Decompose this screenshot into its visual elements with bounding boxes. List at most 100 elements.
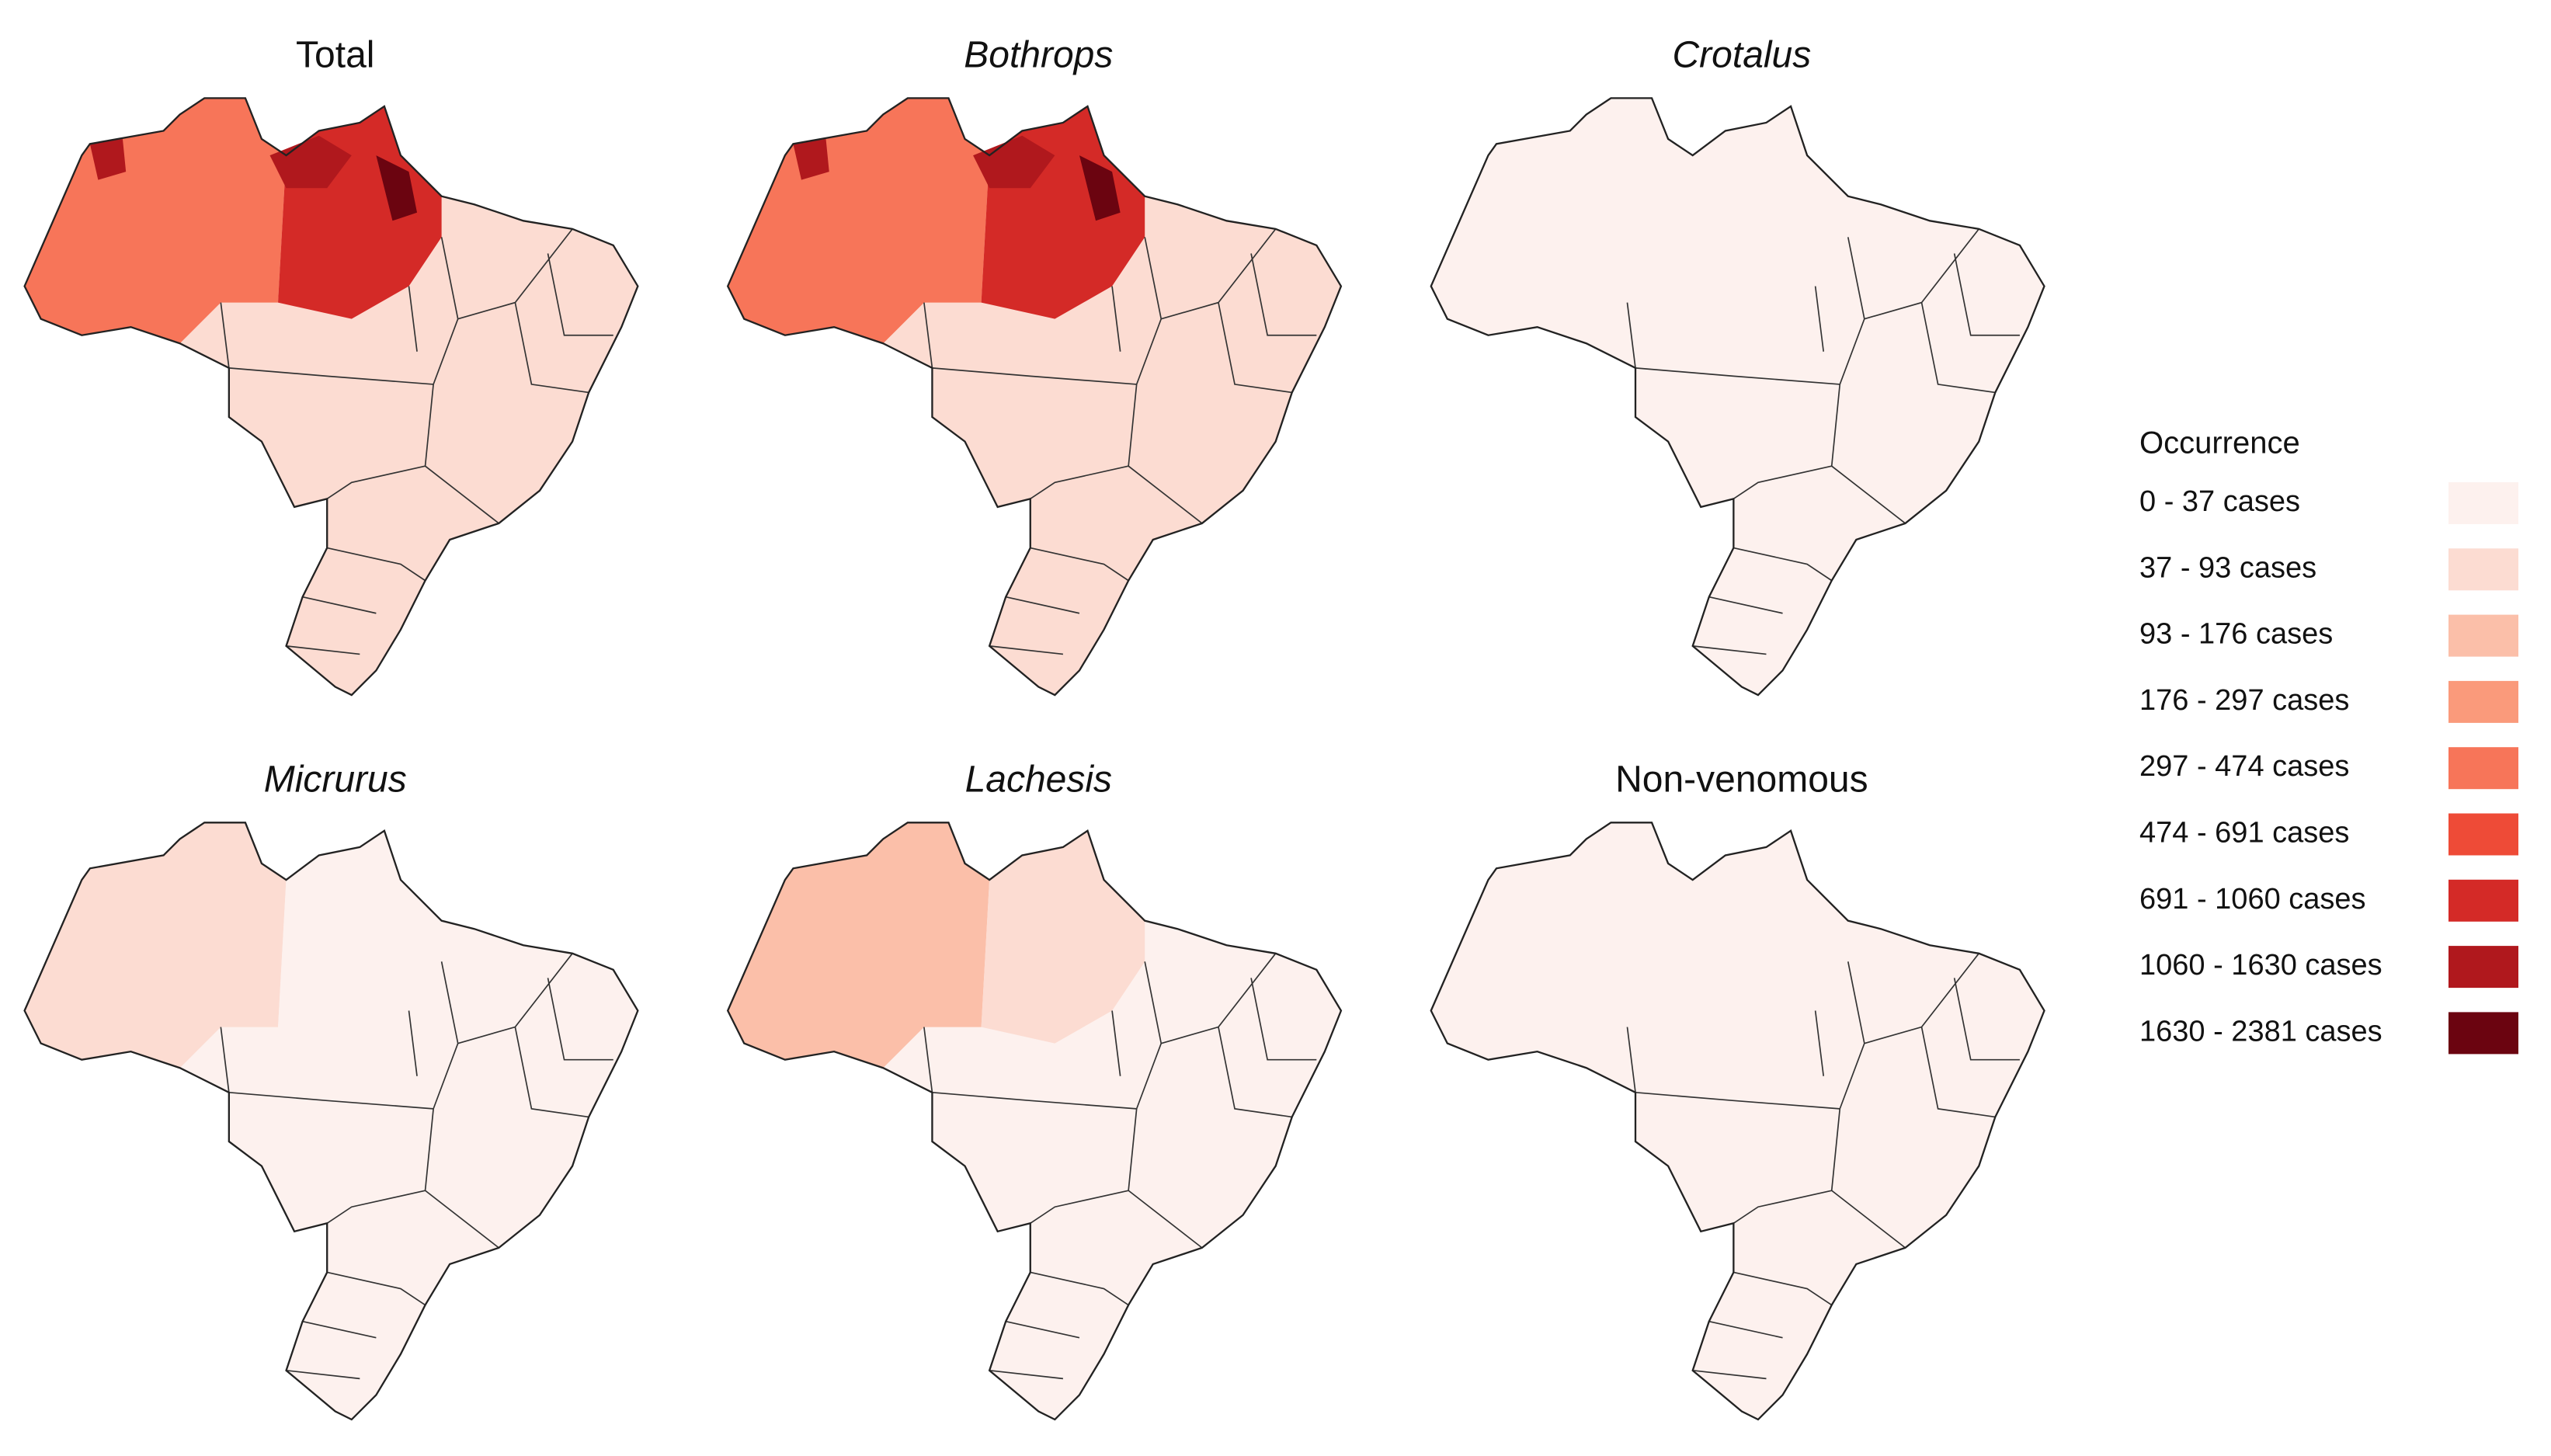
state-border	[1626, 302, 1636, 368]
state-border	[1006, 1320, 1080, 1339]
map	[23, 822, 639, 1421]
state-border	[327, 1271, 426, 1306]
state-border	[1733, 1271, 1833, 1306]
panel-title: Lachesis	[965, 759, 1112, 800]
region	[981, 830, 1145, 1044]
state-border	[1030, 1271, 1129, 1306]
state-border	[302, 1320, 377, 1339]
region	[793, 139, 829, 180]
state-border	[1128, 1108, 1203, 1249]
state-border	[1218, 1027, 1292, 1118]
state-border	[923, 1027, 933, 1093]
region	[1079, 155, 1121, 221]
legend-label: 0 - 37 cases	[2139, 485, 2300, 518]
region	[269, 135, 352, 189]
state-border	[1030, 1190, 1129, 1224]
state-border	[1708, 1320, 1783, 1339]
legend-swatch	[2448, 680, 2518, 723]
state-border	[1814, 1010, 1825, 1076]
map	[1430, 97, 2045, 697]
legend-label: 297 - 474 cases	[2139, 750, 2349, 783]
legend-label: 474 - 691 cases	[2139, 817, 2349, 850]
state-border	[1626, 1027, 1636, 1093]
map	[726, 822, 1343, 1421]
legend-swatch	[2448, 482, 2518, 524]
legend-swatch	[2448, 1012, 2518, 1055]
legend-swatch	[2448, 614, 2518, 657]
state-border	[514, 1027, 589, 1118]
state-border	[1733, 1190, 1832, 1224]
state-border	[1692, 645, 1767, 655]
legend-label: 176 - 297 cases	[2139, 684, 2349, 717]
state-border	[408, 1010, 418, 1076]
legend-swatch	[2448, 747, 2518, 790]
state-border	[408, 286, 418, 352]
legend-label: 37 - 93 cases	[2139, 551, 2316, 584]
panel-title: Crotalus	[1673, 34, 1812, 75]
state-border	[547, 253, 613, 336]
state-border	[1006, 596, 1080, 614]
region	[376, 155, 418, 221]
state-border	[1250, 253, 1317, 336]
state-border	[1635, 1091, 1840, 1110]
state-border	[932, 1091, 1137, 1110]
state-border	[1250, 978, 1317, 1061]
state-border	[1692, 1369, 1767, 1380]
state-border	[1111, 1010, 1121, 1076]
state-border	[1953, 253, 2020, 336]
state-border	[302, 596, 377, 614]
region	[728, 98, 990, 344]
state-border	[989, 1369, 1063, 1380]
legend-swatch	[2448, 946, 2518, 989]
region	[1430, 822, 1693, 1069]
state-border	[1030, 465, 1129, 500]
state-border	[220, 302, 230, 368]
panel-title: Micrurus	[264, 759, 407, 800]
region	[89, 139, 127, 180]
legend-swatch	[2448, 879, 2518, 922]
panel-title: Non-venomous	[1615, 759, 1868, 800]
panel-title: Total	[296, 34, 374, 75]
region	[1430, 98, 1693, 344]
panel-title: Bothrops	[964, 34, 1113, 75]
state-border	[1218, 302, 1292, 394]
state-border	[1920, 302, 1996, 394]
state-border	[1030, 547, 1129, 582]
state-border	[286, 645, 360, 655]
state-border	[989, 645, 1063, 655]
state-border	[228, 1091, 434, 1110]
state-border	[1111, 286, 1121, 352]
state-border	[547, 978, 613, 1061]
region	[1684, 830, 1848, 1044]
country-outline	[23, 97, 639, 697]
state-border	[1635, 367, 1840, 385]
state-border	[424, 384, 499, 524]
region	[24, 822, 287, 1069]
state-border	[326, 1190, 426, 1224]
legend-label: 691 - 1060 cases	[2139, 883, 2366, 916]
country-outline	[1430, 822, 2045, 1421]
map	[23, 97, 639, 697]
region	[728, 822, 990, 1069]
region	[24, 98, 287, 344]
state-border	[1733, 465, 1832, 500]
state-border	[1733, 547, 1833, 582]
region	[278, 830, 442, 1044]
map	[1430, 822, 2045, 1421]
state-border	[1953, 978, 2020, 1061]
legend-label: 1060 - 1630 cases	[2139, 949, 2382, 982]
state-border	[1708, 596, 1783, 614]
country-outline	[726, 822, 1343, 1421]
region	[973, 135, 1055, 189]
country-outline	[23, 822, 639, 1421]
state-border	[514, 302, 589, 394]
country-outline	[726, 97, 1343, 697]
state-border	[1814, 286, 1825, 352]
legend-label: 1630 - 2381 cases	[2139, 1015, 2382, 1048]
state-border	[228, 367, 434, 385]
state-border	[327, 547, 426, 582]
legend-title: Occurrence	[2139, 426, 2300, 460]
region	[1684, 106, 1848, 319]
